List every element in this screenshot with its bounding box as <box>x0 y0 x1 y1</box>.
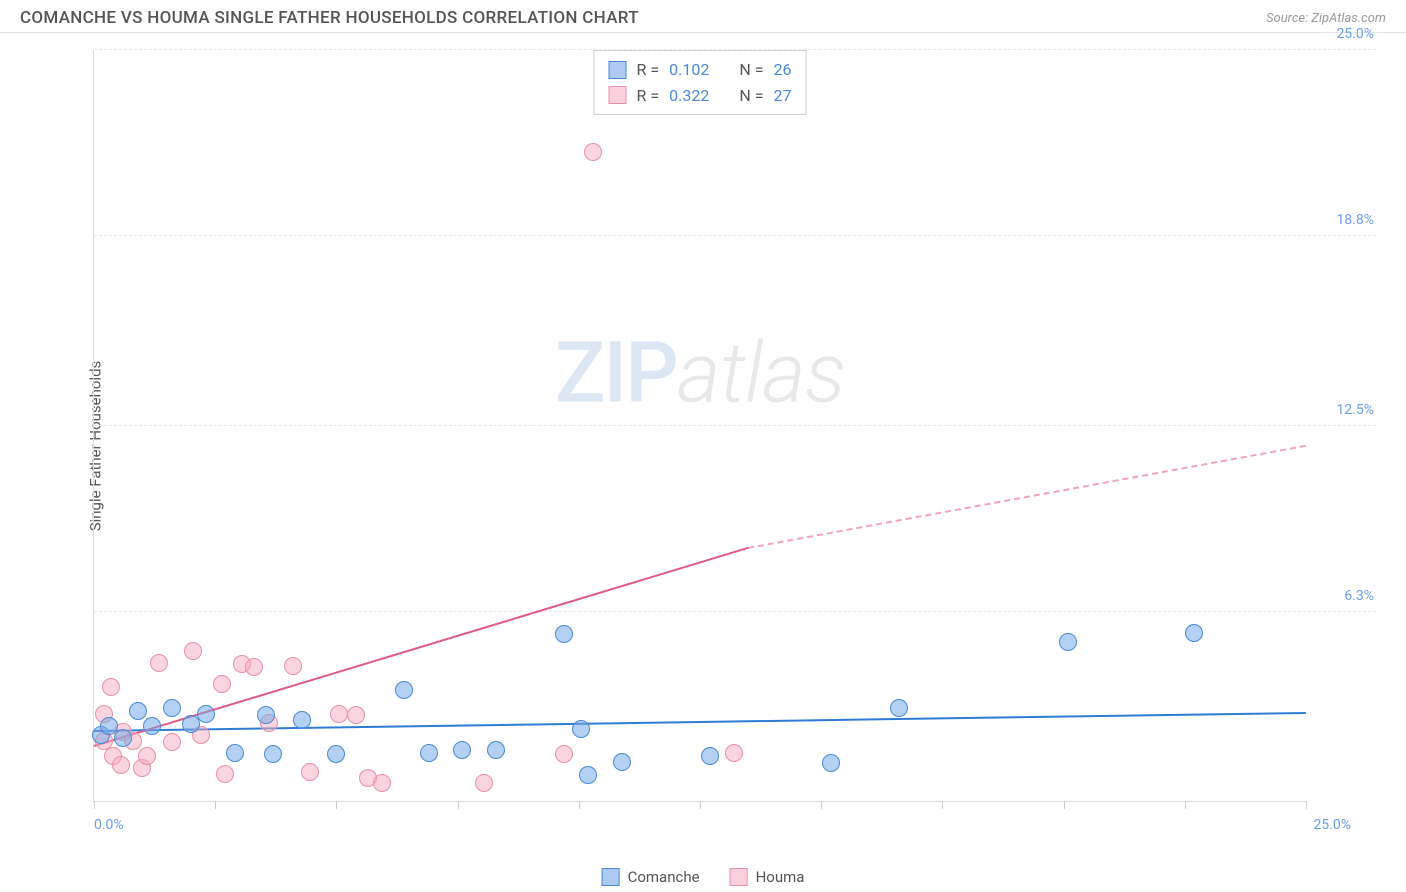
legend-box: R = 0.102 N = 26 R = 0.322 N = 27 <box>594 50 807 115</box>
x-axis-max-label: 25.0% <box>1313 817 1351 833</box>
legend-row: R = 0.322 N = 27 <box>609 83 792 109</box>
y-tick-label: 6.3% <box>1314 588 1374 604</box>
scatter-point <box>395 681 413 699</box>
bottom-legend: Comanche Houma <box>602 868 805 886</box>
scatter-point <box>102 678 120 696</box>
scatter-point <box>184 642 202 660</box>
gridline <box>94 425 1376 426</box>
gridline <box>94 611 1376 612</box>
gridline <box>94 49 1376 50</box>
x-tick <box>215 801 216 809</box>
x-tick <box>1064 801 1065 809</box>
scatter-point <box>555 745 573 763</box>
scatter-point <box>143 717 161 735</box>
x-tick <box>1185 801 1186 809</box>
scatter-point <box>150 654 168 672</box>
scatter-point <box>822 754 840 772</box>
plot-area: ZIPatlas R = 0.102 N = 26 R = 0.322 N = … <box>93 50 1306 802</box>
bottom-legend-label: Houma <box>756 868 805 886</box>
scatter-point <box>330 705 348 723</box>
watermark-zip: ZIP <box>555 323 677 422</box>
scatter-point <box>572 720 590 738</box>
scatter-point <box>584 143 602 161</box>
scatter-point <box>890 699 908 717</box>
chart-header: COMANCHE VS HOUMA SINGLE FATHER HOUSEHOL… <box>0 0 1406 33</box>
x-tick <box>94 801 95 809</box>
scatter-point <box>1059 633 1077 651</box>
scatter-point <box>327 745 345 763</box>
scatter-point <box>257 706 275 724</box>
scatter-point <box>301 763 319 781</box>
x-tick <box>579 801 580 809</box>
x-tick <box>1306 801 1307 809</box>
scatter-point <box>701 747 719 765</box>
legend-n-label: N = <box>739 57 763 83</box>
legend-n-label: N = <box>739 83 763 109</box>
x-tick <box>458 801 459 809</box>
legend-r-label: R = <box>637 83 660 109</box>
watermark: ZIPatlas <box>555 323 845 422</box>
legend-swatch-pink <box>730 868 748 886</box>
scatter-point <box>216 765 234 783</box>
y-tick-label: 18.8% <box>1314 212 1374 228</box>
gridline <box>94 235 1376 236</box>
legend-r-value: 0.102 <box>669 57 709 83</box>
legend-swatch-pink <box>609 86 627 104</box>
scatter-point <box>373 774 391 792</box>
legend-swatch-blue <box>602 868 620 886</box>
x-tick <box>336 801 337 809</box>
scatter-point <box>725 744 743 762</box>
scatter-point <box>163 699 181 717</box>
scatter-point <box>226 744 244 762</box>
watermark-atlas: atlas <box>677 323 845 422</box>
scatter-point <box>163 733 181 751</box>
y-tick-label: 12.5% <box>1314 402 1374 418</box>
scatter-point <box>487 741 505 759</box>
scatter-point <box>613 753 631 771</box>
legend-r-label: R = <box>637 57 660 83</box>
chart-container: ZIPatlas R = 0.102 N = 26 R = 0.322 N = … <box>45 50 1376 837</box>
scatter-point <box>347 706 365 724</box>
scatter-point <box>112 756 130 774</box>
scatter-point <box>293 711 311 729</box>
bottom-legend-item: Comanche <box>602 868 700 886</box>
trend-line <box>748 445 1306 549</box>
scatter-point <box>213 675 231 693</box>
scatter-point <box>114 729 132 747</box>
x-tick <box>942 801 943 809</box>
legend-r-value: 0.322 <box>669 83 709 109</box>
scatter-point <box>1185 624 1203 642</box>
scatter-point <box>129 702 147 720</box>
legend-n-value: 26 <box>773 57 791 83</box>
legend-n-value: 27 <box>773 83 791 109</box>
chart-title: COMANCHE VS HOUMA SINGLE FATHER HOUSEHOL… <box>20 8 639 28</box>
x-axis-min-label: 0.0% <box>94 817 124 833</box>
legend-swatch-blue <box>609 61 627 79</box>
scatter-point <box>579 766 597 784</box>
scatter-point <box>555 625 573 643</box>
scatter-point <box>475 774 493 792</box>
scatter-point <box>245 658 263 676</box>
chart-source: Source: ZipAtlas.com <box>1266 11 1386 26</box>
x-tick <box>700 801 701 809</box>
scatter-point <box>453 741 471 759</box>
bottom-legend-label: Comanche <box>628 868 700 886</box>
bottom-legend-item: Houma <box>730 868 805 886</box>
scatter-point <box>284 657 302 675</box>
scatter-point <box>197 705 215 723</box>
x-tick <box>821 801 822 809</box>
legend-row: R = 0.102 N = 26 <box>609 57 792 83</box>
scatter-point <box>264 745 282 763</box>
scatter-point <box>420 744 438 762</box>
y-tick-label: 25.0% <box>1314 26 1374 42</box>
scatter-point <box>138 747 156 765</box>
